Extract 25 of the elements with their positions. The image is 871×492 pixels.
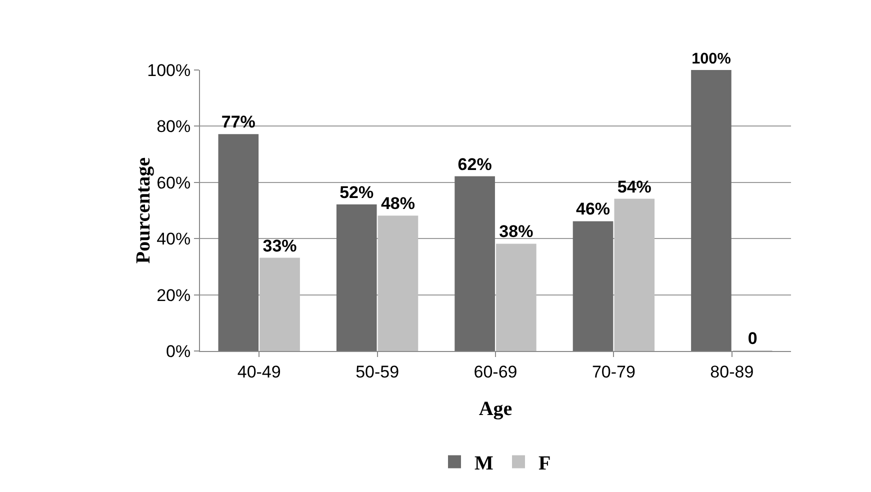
y-tick-label: 100% <box>147 60 191 80</box>
y-tick-label: 20% <box>156 286 191 305</box>
data-label: 38% <box>499 222 534 242</box>
data-label: 62% <box>458 154 492 174</box>
data-label: 48% <box>380 194 415 214</box>
x-axis-title: Age <box>478 398 512 420</box>
y-tick-label: 40% <box>156 230 191 249</box>
data-label: 54% <box>617 177 652 196</box>
x-tick-label: 50-59 <box>356 362 400 382</box>
y-axis-title: Pourcentage <box>132 157 155 264</box>
y-tick-label: 80% <box>156 117 191 136</box>
legend-label: F <box>538 452 551 475</box>
data-label: 46% <box>576 200 610 219</box>
data-label: 100% <box>692 50 732 68</box>
y-tick-label: 60% <box>156 173 191 192</box>
data-label: 77% <box>221 112 256 132</box>
x-tick-label: 40-49 <box>237 362 281 382</box>
data-label: 33% <box>262 236 297 256</box>
x-tick-label: 60-69 <box>474 362 518 382</box>
x-tick-label: 70-79 <box>592 362 636 382</box>
x-tick-label: 80-89 <box>710 362 754 382</box>
legend-label: M <box>474 452 494 475</box>
data-label: 52% <box>340 182 374 202</box>
y-tick-label: 0% <box>166 342 191 361</box>
data-label: 0 <box>748 329 758 348</box>
